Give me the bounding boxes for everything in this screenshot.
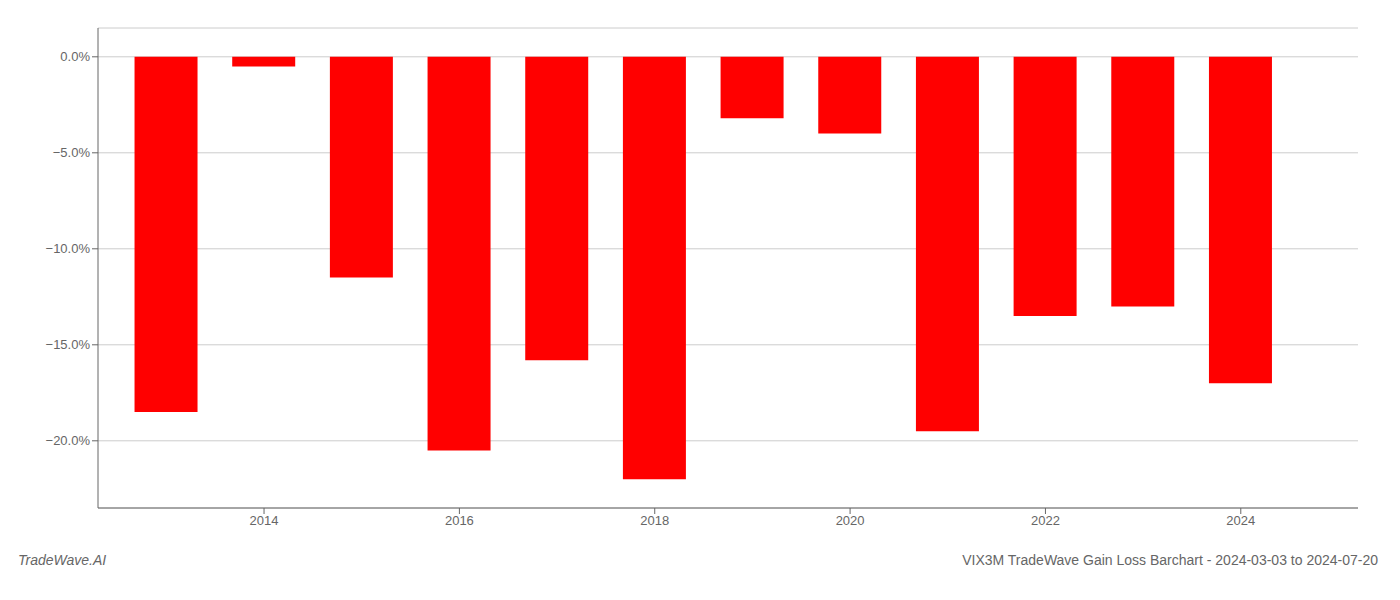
svg-text:2024: 2024 (1226, 513, 1255, 528)
html-text:VIX3M TradeWave Gain Loss Barc: VIX3M TradeWave Gain Loss Barchart - 202… (962, 552, 1378, 568)
html-text:TradeWave.AI: TradeWave.AI (18, 552, 107, 568)
svg-text:2020: 2020 (836, 513, 865, 528)
svg-text:−5.0%: −5.0% (53, 145, 91, 160)
svg-text:−20.0%: −20.0% (46, 433, 91, 448)
svg-text:0.0%: 0.0% (60, 49, 90, 64)
svg-text:2016: 2016 (445, 513, 474, 528)
svg-text:2022: 2022 (1031, 513, 1060, 528)
svg-text:−10.0%: −10.0% (46, 241, 91, 256)
svg-text:2014: 2014 (250, 513, 279, 528)
svg-text:−15.0%: −15.0% (46, 337, 91, 352)
svg-text:2018: 2018 (640, 513, 669, 528)
